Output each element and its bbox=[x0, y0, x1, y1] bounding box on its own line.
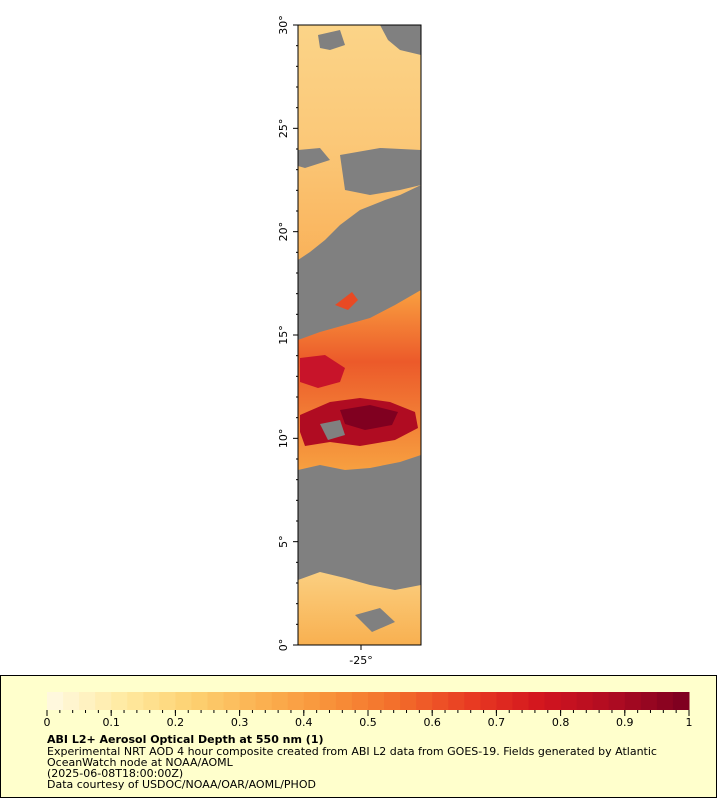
no-data-patch bbox=[340, 148, 421, 195]
colorbar-segment bbox=[127, 692, 144, 710]
no-data-patch bbox=[380, 25, 421, 55]
colorbar-segment bbox=[416, 692, 433, 710]
y-tick-label: 20° bbox=[277, 222, 290, 242]
colorbar-segment bbox=[95, 692, 112, 710]
colorbar-label: 0.1 bbox=[102, 716, 120, 729]
colorbar-segment bbox=[271, 692, 289, 710]
colorbar-segment bbox=[608, 692, 626, 710]
aod-region-north bbox=[298, 25, 421, 260]
y-tick-label: 5° bbox=[277, 535, 290, 548]
y-tick-label: 15° bbox=[277, 325, 290, 345]
legend-timestamp: (2025-06-08T18:00:00Z) bbox=[47, 767, 184, 780]
y-axis: 0° 5° 10° 15° 20° 25° 30° bbox=[277, 15, 298, 651]
x-tick-label: -25° bbox=[349, 654, 372, 667]
no-data-patch bbox=[318, 30, 345, 50]
colorbar-segment bbox=[496, 692, 513, 710]
colorbar-segment bbox=[159, 692, 176, 710]
aod-core-high bbox=[300, 355, 345, 388]
colorbar-segment bbox=[480, 692, 497, 710]
legend-description: Experimental NRT AOD 4 hour composite cr… bbox=[47, 745, 657, 758]
colorbar-segment bbox=[255, 692, 273, 710]
colorbar-segment bbox=[79, 692, 96, 710]
colorbar-segment bbox=[544, 692, 562, 710]
colorbar-label: 1 bbox=[686, 716, 693, 729]
colorbar-segment bbox=[351, 692, 369, 710]
colorbar-segment bbox=[528, 692, 546, 710]
no-data-patch bbox=[355, 608, 395, 632]
colorbar-segment bbox=[672, 692, 690, 710]
colorbar-label: 0.3 bbox=[231, 716, 249, 729]
colorbar-segment bbox=[592, 692, 610, 710]
colorbar-label: 0.4 bbox=[295, 716, 313, 729]
y-tick-label: 0° bbox=[277, 639, 290, 652]
legend-credit: Data courtesy of USDOC/NOAA/OAR/AOML/PHO… bbox=[47, 778, 316, 791]
legend-title: ABI L2+ Aerosol Optical Depth at 550 nm … bbox=[47, 733, 324, 746]
aod-field bbox=[298, 25, 421, 645]
colorbar-segment bbox=[191, 692, 208, 710]
colorbar-segment bbox=[319, 692, 337, 710]
colorbar-label: 0.8 bbox=[552, 716, 570, 729]
colorbar-segment bbox=[239, 692, 257, 710]
colorbar-segment bbox=[384, 692, 401, 710]
colorbar-segment bbox=[512, 692, 529, 710]
colorbar-segment bbox=[448, 692, 465, 710]
legend-description-cont: OceanWatch node at NOAA/AOML bbox=[47, 756, 233, 769]
aod-core-max bbox=[340, 405, 398, 430]
colorbar-label: 0.2 bbox=[167, 716, 185, 729]
colorbar-label: 0.5 bbox=[359, 716, 377, 729]
colorbar-segment bbox=[576, 692, 594, 710]
colorbar-label: 0.9 bbox=[616, 716, 634, 729]
colorbar-segment bbox=[640, 692, 658, 710]
colorbar-segment bbox=[63, 692, 80, 710]
y-tick-label: 25° bbox=[277, 119, 290, 139]
colorbar-segment bbox=[656, 692, 674, 710]
colorbar-segment bbox=[303, 692, 321, 710]
colorbar-segment bbox=[624, 692, 642, 710]
colorbar-segment bbox=[400, 692, 417, 710]
aod-patch bbox=[335, 292, 358, 310]
no-data-patch bbox=[320, 420, 345, 440]
colorbar-segment bbox=[464, 692, 481, 710]
colorbar-segment bbox=[368, 692, 385, 710]
colorbar-segment bbox=[207, 692, 225, 710]
colorbar-segment bbox=[175, 692, 192, 710]
colorbar-label: 0 bbox=[44, 716, 51, 729]
colorbar-segment bbox=[335, 692, 353, 710]
y-tick-label: 30° bbox=[277, 15, 290, 35]
colorbar-segment bbox=[287, 692, 305, 710]
colorbar-segment bbox=[223, 692, 241, 710]
colorbar-segment bbox=[111, 692, 128, 710]
no-data-patch bbox=[298, 148, 330, 168]
aod-region-south bbox=[298, 572, 421, 645]
colorbar-segment bbox=[143, 692, 160, 710]
colorbar-segment bbox=[47, 692, 64, 710]
colorbar-label: 0.6 bbox=[423, 716, 441, 729]
x-axis: -25° bbox=[349, 645, 373, 667]
colorbar-segment bbox=[560, 692, 578, 710]
colorbar: 0 0.1 0.2 0.3 0.4 0.5 0.6 0.7 0.8 0.9 1 bbox=[44, 692, 693, 729]
colorbar-segment bbox=[432, 692, 449, 710]
colorbar-label: 0.7 bbox=[488, 716, 506, 729]
y-tick-label: 10° bbox=[277, 429, 290, 449]
